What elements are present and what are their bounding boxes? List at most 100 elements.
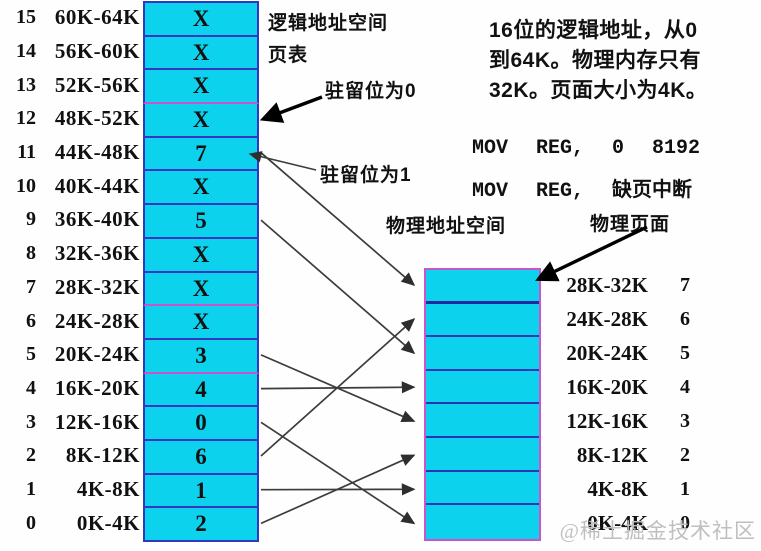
page-number: 9 [26, 208, 36, 231]
page-number: 11 [17, 141, 36, 164]
logical-address-range: 20K-24K [54, 342, 140, 367]
page-number: 0 [26, 511, 36, 534]
logical-address-range: 28K-32K [54, 274, 140, 299]
description-line: 32K。页面大小为4K。 [489, 79, 708, 102]
page-table-row-labels: 7 28K-32K [2, 271, 140, 305]
page-number: 3 [26, 410, 36, 433]
mapping-arrow [260, 381, 416, 394]
page-table-row-labels: 9 36K-40K [2, 203, 140, 237]
logical-address-range: 16K-20K [54, 375, 140, 400]
page-table-entry: X [143, 238, 259, 273]
physical-address-range: 8K-12K [576, 442, 648, 467]
page-table-row-labels: 11 44K-48K [2, 136, 140, 170]
physical-frame-cell [426, 303, 539, 338]
logical-address-range: 24K-28K [54, 308, 140, 333]
description-line: 16位的逻辑地址，从0 [489, 19, 698, 42]
mapping-arrow [260, 421, 416, 525]
page-table-row-labels: 2 8K-12K [2, 439, 140, 473]
page-table-row-labels: 10 40K-44K [2, 169, 140, 203]
logical-address-range: 12K-16K [54, 409, 140, 434]
mapping-arrow [260, 354, 416, 422]
page-number: 13 [16, 73, 36, 96]
physical-address-space-label: 物理地址空间 [386, 216, 507, 237]
page-table-entry: 0 [143, 407, 259, 441]
physical-frame-labels: 20K-24K 5 [548, 336, 698, 370]
page-table-label: 页表 [268, 45, 309, 66]
physical-frame-cell [426, 337, 539, 371]
physical-memory-labels: 28K-32K 7 24K-28K 6 20K-24K 5 16K-20K 4 12K-16K 3… [548, 268, 698, 540]
page-table-entry: X [143, 104, 259, 138]
physical-address-range: 12K-16K [566, 408, 648, 433]
page-table-entry: X [143, 70, 259, 105]
physical-frame-labels: 24K-28K 6 [548, 302, 698, 336]
page-number: 14 [16, 40, 36, 63]
physical-address-range: 24K-28K [566, 306, 648, 331]
logical-address-range: 60K-64K [54, 5, 140, 30]
description-line: 到64K。物理内存只有 [489, 49, 702, 72]
frame-number: 3 [680, 409, 690, 432]
page-table-entry: 1 [143, 474, 259, 509]
logical-address-range: 0K-4K [76, 510, 140, 535]
page-table-row-labels: 12 48K-52K [2, 102, 140, 136]
logical-address-range: 52K-56K [54, 72, 140, 97]
frame-number: 2 [680, 443, 690, 466]
page-number: 15 [16, 6, 36, 29]
logical-address-range: 44K-48K [54, 140, 140, 165]
page-number: 4 [26, 376, 36, 399]
page-number: 8 [26, 242, 36, 265]
page-table-entry: 5 [143, 205, 259, 239]
physical-frame-labels: 4K-8K 1 [548, 472, 698, 506]
page-table-entry: 4 [143, 373, 259, 408]
physical-address-range: 4K-8K [587, 476, 648, 501]
logical-address-range: 48K-52K [54, 106, 140, 131]
page-table-entry: 6 [143, 440, 259, 475]
page-table-entry: 2 [143, 508, 259, 542]
logical-address-range: 36K-40K [54, 207, 140, 232]
physical-memory [424, 268, 541, 541]
instruction-line-1: MOV REG, 0 8192 [472, 137, 701, 160]
physical-address-range: 28K-32K [566, 272, 648, 297]
page-table-entry: X [143, 36, 259, 71]
page-table-row-labels: 5 20K-24K [2, 338, 140, 372]
watermark: @稀土掘金技术社区 [559, 519, 756, 543]
page-number: 5 [26, 343, 36, 366]
physical-page-label: 物理页面 [590, 214, 671, 235]
page-table-entry: 3 [143, 339, 259, 374]
frame-number: 4 [680, 375, 690, 398]
logical-address-range: 40K-44K [54, 173, 140, 198]
page-table-row-labels: 13 52K-56K [2, 68, 140, 102]
physical-frame-cell [426, 404, 539, 438]
logical-address-range: 8K-12K [65, 443, 140, 468]
resident-bit-0-label: 驻留位为0 [325, 81, 417, 102]
page-number: 10 [16, 174, 36, 197]
frame-number: 1 [680, 477, 690, 500]
logical-address-range: 56K-60K [54, 39, 140, 64]
page-table-entry: X [143, 171, 259, 206]
resident-bit-0-arrow [259, 95, 323, 123]
physical-frame-cell [426, 270, 539, 304]
physical-frame-cell [426, 370, 539, 405]
page-to-frame-arrows [260, 152, 416, 525]
resident-bit-1-label: 驻留位为1 [320, 165, 412, 186]
mapping-arrow [260, 454, 416, 525]
page-table-entry: X [143, 272, 259, 307]
physical-frame-cell [426, 471, 539, 506]
physical-frame-cell [426, 437, 539, 472]
mapping-arrow [260, 219, 416, 355]
page-table-entry: 7 [143, 137, 259, 172]
page-table-row-labels: 3 12K-16K [2, 405, 140, 439]
logical-address-space-label: 逻辑地址空间 [268, 13, 389, 34]
page-table-row-labels: 6 24K-28K [2, 304, 140, 338]
page-number: 6 [26, 309, 36, 332]
page-table-row-labels: 0 0K-4K [2, 506, 140, 540]
page-table-row-labels: 8 32K-36K [2, 237, 140, 271]
physical-address-range: 0K-4K [587, 510, 648, 535]
physical-frame-labels: 12K-16K 3 [548, 404, 698, 438]
frame-number: 6 [680, 307, 690, 330]
page-table-row-labels: 4 16K-20K [2, 372, 140, 406]
page-number: 1 [26, 477, 36, 500]
frame-number: 5 [680, 341, 690, 364]
page-number: 7 [26, 275, 36, 298]
physical-frame-labels: 0K-4K 0 [548, 506, 698, 540]
